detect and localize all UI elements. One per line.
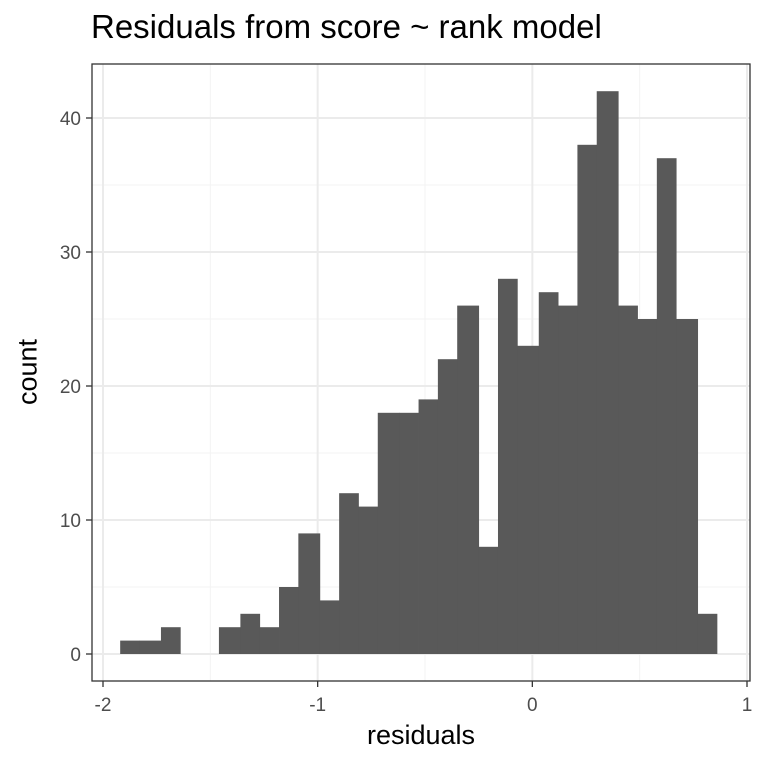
histogram-bar [478, 546, 499, 654]
histogram-bar [697, 613, 718, 654]
x-tick-label: 0 [527, 695, 538, 716]
x-axis-label: residuals [366, 720, 476, 750]
y-tick-label: 40 [60, 109, 81, 130]
y-tick-label: 20 [60, 377, 81, 398]
y-axis-label: count [12, 338, 43, 406]
y-tick-label: 0 [70, 645, 81, 666]
histogram-bar [497, 278, 518, 654]
histogram-bar [279, 587, 299, 654]
histogram-bar [298, 533, 321, 654]
histogram-bar [160, 627, 181, 654]
histogram-bar [676, 319, 699, 654]
histogram-bar [637, 319, 658, 654]
y-tick-label: 30 [60, 243, 81, 264]
histogram-bar [139, 640, 162, 654]
histogram-bar [120, 640, 140, 654]
panel-border [91, 63, 751, 682]
histogram-bar [377, 412, 400, 654]
histogram-bar [457, 305, 480, 654]
x-tick-label: 1 [742, 695, 753, 716]
x-tick-label: -2 [95, 695, 112, 716]
histogram-bar [558, 305, 578, 654]
histogram-bar [538, 292, 559, 654]
histogram-bar [618, 305, 638, 654]
histogram-bar [319, 600, 340, 654]
histogram-bar [418, 399, 439, 654]
x-tick-label: -1 [309, 695, 326, 716]
histogram-bar [339, 493, 359, 654]
histogram-bar [577, 144, 598, 655]
histogram-bar [218, 627, 241, 654]
histogram-bar [656, 158, 677, 654]
chart-title: Residuals from score ~ rank model [91, 8, 602, 45]
histogram-bar [259, 627, 280, 654]
histogram-bar [437, 359, 458, 654]
histogram-bar [240, 613, 261, 654]
histogram-bar [399, 412, 419, 654]
y-tick-label: 10 [60, 511, 81, 532]
histogram-bar [596, 91, 619, 654]
histogram-bar [358, 506, 379, 654]
histogram-bar [517, 345, 540, 654]
